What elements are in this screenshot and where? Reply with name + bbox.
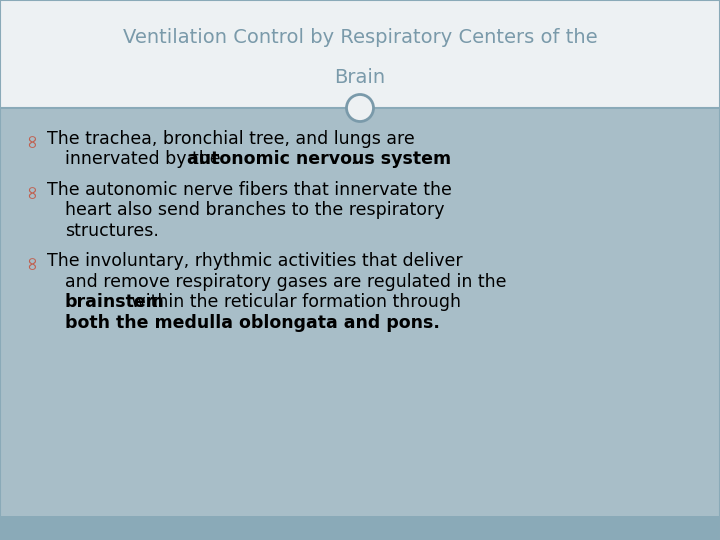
- Text: both the medulla oblongata and pons.: both the medulla oblongata and pons.: [65, 314, 440, 332]
- Text: brainstem: brainstem: [65, 293, 165, 311]
- Text: Ventilation Control by Respiratory Centers of the: Ventilation Control by Respiratory Cente…: [122, 28, 598, 48]
- Text: heart also send branches to the respiratory: heart also send branches to the respirat…: [65, 201, 444, 219]
- Text: The autonomic nerve fibers that innervate the: The autonomic nerve fibers that innervat…: [47, 181, 451, 199]
- Text: innervated by the: innervated by the: [65, 150, 226, 168]
- Text: Brain: Brain: [334, 68, 386, 87]
- Text: structures.: structures.: [65, 222, 158, 240]
- Text: ∞: ∞: [22, 182, 40, 198]
- Text: ∞: ∞: [22, 131, 40, 147]
- FancyBboxPatch shape: [0, 0, 720, 108]
- Text: .: .: [351, 150, 356, 168]
- Text: ∞: ∞: [22, 253, 40, 269]
- Text: and remove respiratory gases are regulated in the: and remove respiratory gases are regulat…: [65, 273, 506, 291]
- Text: The involuntary, rhythmic activities that deliver: The involuntary, rhythmic activities tha…: [47, 252, 462, 271]
- Ellipse shape: [346, 94, 374, 122]
- Text: autonomic nervous system: autonomic nervous system: [187, 150, 451, 168]
- Text: within the reticular formation through: within the reticular formation through: [126, 293, 461, 311]
- FancyBboxPatch shape: [0, 516, 720, 540]
- Text: The trachea, bronchial tree, and lungs are: The trachea, bronchial tree, and lungs a…: [47, 130, 415, 148]
